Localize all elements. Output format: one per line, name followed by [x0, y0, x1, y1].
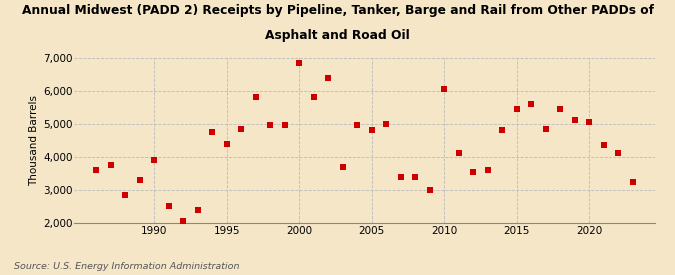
Point	[148, 158, 159, 162]
Point	[512, 107, 522, 111]
Y-axis label: Thousand Barrels: Thousand Barrels	[29, 95, 39, 186]
Point	[105, 163, 116, 167]
Point	[323, 75, 333, 80]
Point	[192, 207, 203, 212]
Point	[439, 87, 450, 91]
Point	[628, 179, 639, 184]
Text: Annual Midwest (PADD 2) Receipts by Pipeline, Tanker, Barge and Rail from Other : Annual Midwest (PADD 2) Receipts by Pipe…	[22, 4, 653, 17]
Point	[352, 123, 362, 128]
Point	[308, 95, 319, 100]
Point	[207, 130, 217, 134]
Point	[570, 118, 580, 123]
Point	[526, 102, 537, 106]
Point	[497, 128, 508, 133]
Point	[338, 164, 348, 169]
Point	[294, 60, 304, 65]
Point	[468, 169, 479, 174]
Point	[599, 143, 610, 147]
Point	[483, 168, 493, 172]
Point	[163, 204, 174, 208]
Point	[584, 120, 595, 124]
Point	[454, 151, 464, 156]
Point	[265, 123, 275, 128]
Point	[396, 174, 406, 179]
Point	[425, 188, 435, 192]
Point	[90, 168, 101, 172]
Point	[236, 126, 246, 131]
Point	[250, 95, 261, 100]
Text: Asphalt and Road Oil: Asphalt and Road Oil	[265, 29, 410, 42]
Point	[555, 107, 566, 111]
Point	[221, 141, 232, 146]
Point	[178, 219, 188, 223]
Point	[367, 128, 377, 133]
Point	[119, 192, 130, 197]
Text: Source: U.S. Energy Information Administration: Source: U.S. Energy Information Administ…	[14, 262, 239, 271]
Point	[541, 126, 551, 131]
Point	[381, 122, 392, 126]
Point	[410, 174, 421, 179]
Point	[613, 151, 624, 156]
Point	[279, 123, 290, 128]
Point	[134, 178, 145, 182]
